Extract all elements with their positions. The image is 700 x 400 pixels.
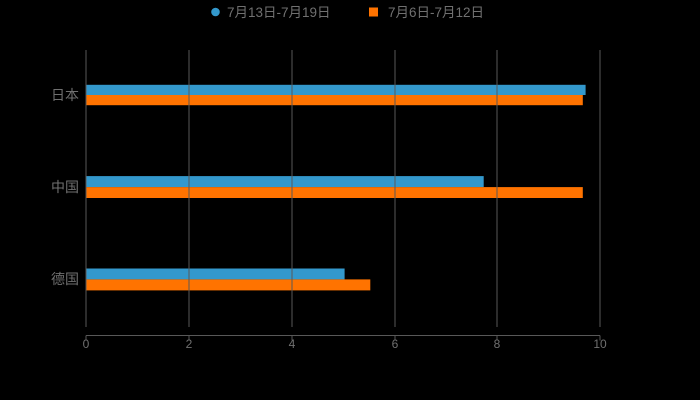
svg-text:日本: 日本: [51, 87, 79, 103]
svg-text:6: 6: [392, 337, 399, 351]
svg-text:中国: 中国: [51, 179, 79, 195]
svg-text:德国: 德国: [51, 271, 79, 287]
svg-text:4: 4: [289, 337, 296, 351]
svg-text:7月6日-7月12日: 7月6日-7月12日: [388, 5, 484, 20]
svg-text:2: 2: [186, 337, 193, 351]
svg-text:8: 8: [494, 337, 501, 351]
svg-text:7月13日-7月19日: 7月13日-7月19日: [227, 5, 331, 20]
svg-text:0: 0: [83, 337, 90, 351]
svg-text:10: 10: [593, 337, 607, 351]
